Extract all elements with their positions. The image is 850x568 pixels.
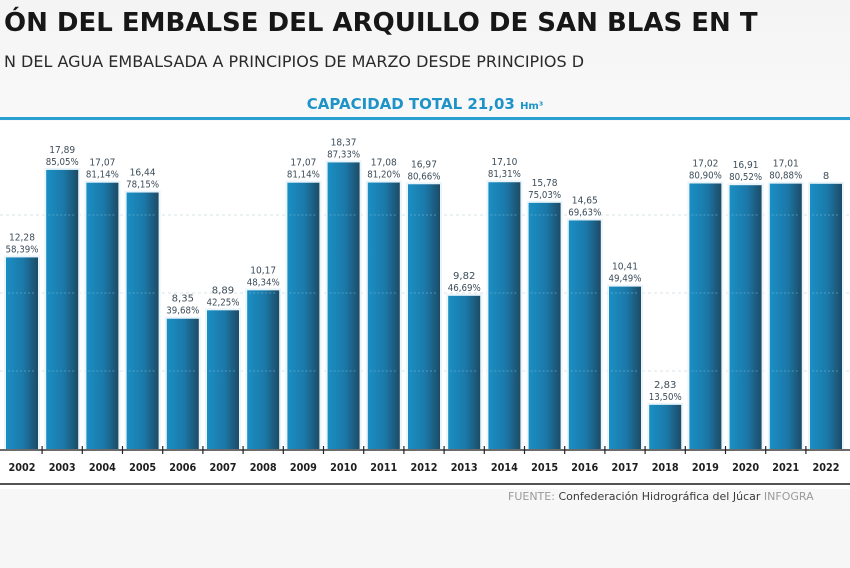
value-label-2009: 17,07	[290, 158, 316, 169]
x-tick-label-2004: 2004	[89, 461, 116, 474]
bar-2015	[528, 202, 561, 449]
percent-label-2013: 46,69%	[448, 283, 481, 294]
x-tick-label-2012: 2012	[411, 461, 438, 474]
capacity-label: CAPACIDAD TOTAL 21,03	[306, 95, 515, 113]
x-tick-label-2009: 2009	[290, 461, 317, 474]
x-tick-label-2021: 2021	[772, 461, 799, 474]
bar-2008	[247, 290, 280, 449]
percent-label-2020: 80,52%	[729, 172, 762, 183]
percent-label-2007: 42,25%	[207, 297, 240, 308]
x-tick-label-2008: 2008	[250, 461, 277, 474]
x-tick-label-2018: 2018	[652, 461, 679, 474]
value-label-2005: 16,44	[130, 168, 156, 179]
capacity-heading: CAPACIDAD TOTAL 21,03 Hm³	[0, 95, 850, 113]
page-subtitle: N DEL AGUA EMBALSADA A PRINCIPIOS DE MAR…	[4, 52, 585, 71]
x-tick-label-2022: 2022	[813, 461, 840, 474]
bars	[4, 160, 844, 450]
x-tick-label-2002: 2002	[9, 461, 36, 474]
percent-label-2014: 81,31%	[488, 169, 521, 180]
value-label-2008: 10,17	[250, 265, 276, 276]
percent-label-2010: 87,33%	[327, 149, 360, 160]
x-tick-label-2015: 2015	[531, 461, 558, 474]
bar-2019	[689, 183, 722, 449]
value-label-2003: 17,89	[49, 145, 75, 156]
value-label-2012: 16,97	[411, 159, 437, 170]
percent-label-2002: 58,39%	[6, 244, 39, 255]
bar-2009	[287, 182, 320, 449]
bar-2011	[367, 182, 400, 449]
value-label-2020: 16,91	[733, 160, 759, 171]
capacity-divider	[0, 117, 850, 120]
value-label-2021: 17,01	[773, 159, 799, 170]
value-label-2015: 15,78	[532, 178, 558, 189]
x-tick-label-2020: 2020	[732, 461, 759, 474]
page-title: ÓN DEL EMBALSE DEL ARQUILLO DE SAN BLAS …	[4, 8, 758, 38]
bar-2022	[810, 183, 842, 450]
x-tick-label-2013: 2013	[451, 461, 478, 474]
value-label-2017: 10,41	[612, 262, 638, 273]
capacity-unit: Hm³	[520, 101, 544, 112]
value-label-2018: 2,83	[654, 380, 676, 391]
x-axis: 2002 2003 2004 2005 2006 2007 2008 2009 2010 2011…	[0, 446, 850, 474]
x-tick-label-2006: 2006	[169, 461, 196, 474]
x-tick-label-2010: 2010	[330, 461, 357, 474]
value-label-2007: 8,89	[212, 285, 234, 296]
value-label-2016: 14,65	[572, 195, 598, 206]
bar-2016	[568, 220, 601, 449]
value-label-2004: 17,07	[89, 158, 115, 169]
percent-label-2021: 80,88%	[769, 171, 802, 182]
x-tick-label-2007: 2007	[210, 461, 237, 474]
percent-label-2009: 81,14%	[287, 170, 320, 181]
bar-2012	[408, 184, 440, 449]
x-tick-label-2014: 2014	[491, 461, 518, 474]
x-tick-label-2017: 2017	[612, 461, 639, 474]
bar-2021	[769, 183, 802, 450]
bar-2013	[448, 295, 481, 449]
source-note: FUENTE: Confederación Hidrográfica del J…	[508, 490, 814, 503]
value-label-2002: 12,28	[9, 232, 35, 243]
bar-2004	[86, 182, 119, 449]
x-tick-label-2016: 2016	[571, 461, 598, 474]
value-label-2013: 9,82	[453, 271, 475, 282]
percent-label-2018: 13,50%	[649, 392, 682, 403]
bar-2014	[488, 182, 521, 450]
value-label-2006: 8,35	[172, 294, 194, 305]
percent-label-2004: 81,14%	[86, 170, 119, 181]
percent-label-2012: 80,66%	[408, 171, 441, 182]
bar-2005	[126, 192, 159, 449]
value-label-2014: 17,10	[491, 157, 517, 168]
x-tick-label-2005: 2005	[129, 461, 156, 474]
bar-2020	[729, 185, 762, 450]
x-tick-label-2003: 2003	[49, 461, 76, 474]
bar-2007	[207, 310, 239, 449]
percent-label-2017: 49,49%	[609, 274, 642, 285]
source-organization: Confederación Hidrográfica del Júcar	[558, 490, 761, 503]
value-label-2019: 17,02	[692, 158, 718, 169]
value-label-2011: 17,08	[371, 158, 397, 169]
percent-label-2016: 69,63%	[568, 207, 601, 218]
x-tick-label-2019: 2019	[692, 461, 719, 474]
percent-label-2011: 81,20%	[367, 170, 400, 181]
source-label: FUENTE:	[508, 490, 555, 503]
value-label-2010: 18,37	[331, 137, 357, 148]
bar-2002	[6, 257, 38, 449]
percent-label-2003: 85,05%	[46, 157, 79, 168]
x-axis-bottom-line	[0, 483, 850, 485]
bar-2006	[166, 318, 199, 449]
x-tick-label-2011: 2011	[370, 461, 397, 474]
bar-2010	[327, 162, 360, 450]
bar-2018	[649, 404, 682, 449]
percent-label-2015: 75,03%	[528, 190, 561, 201]
bar-2017	[609, 286, 641, 449]
percent-label-2008: 48,34%	[247, 277, 280, 288]
percent-label-2005: 78,15%	[126, 180, 159, 191]
percent-label-2006: 39,68%	[166, 306, 199, 317]
percent-label-2019: 80,90%	[689, 170, 722, 181]
percent-label-2022: 8	[823, 171, 829, 182]
source-credit: INFOGRA	[763, 490, 814, 503]
bar-2003	[46, 169, 79, 449]
